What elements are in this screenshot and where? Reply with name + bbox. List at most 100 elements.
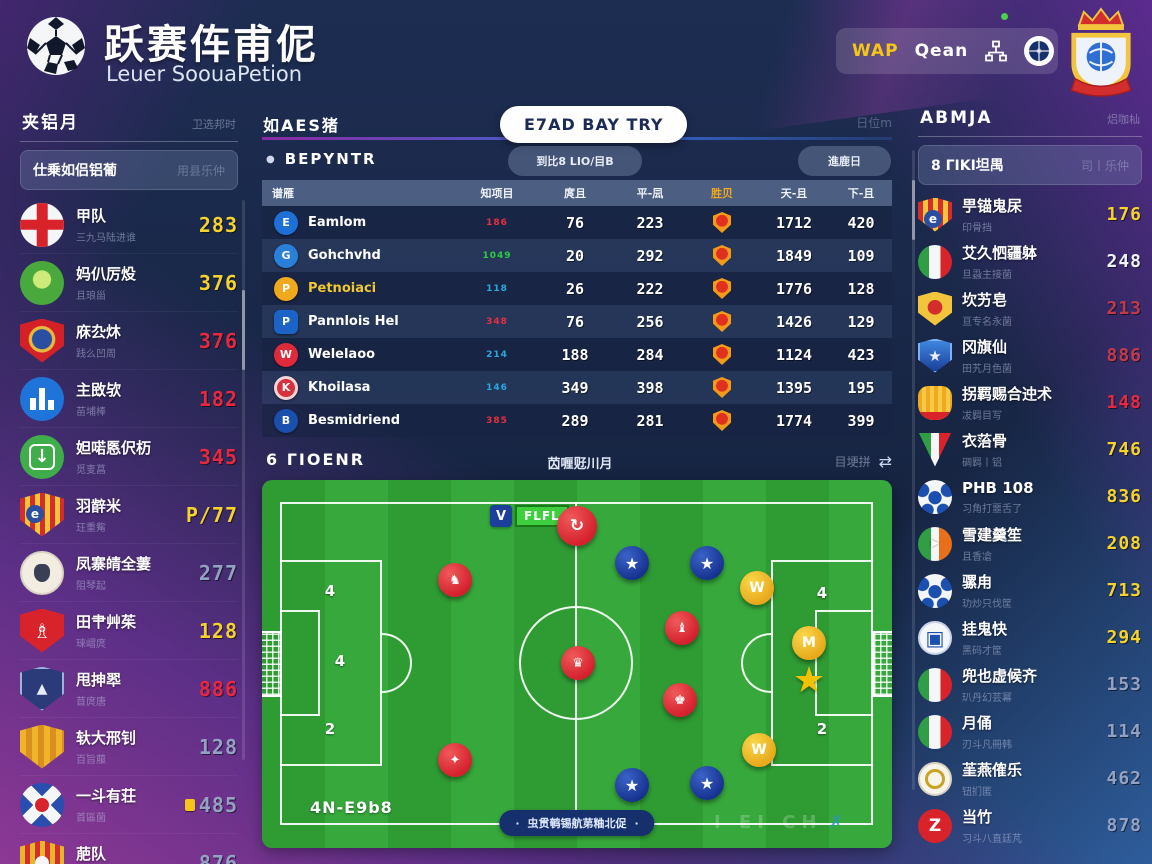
player-marker-red[interactable]: ♛: [561, 646, 595, 680]
table-row[interactable]: W Welelaoo 214 188 284 1124 423: [262, 338, 892, 371]
formation-section-title: 6 ΓIOENR: [266, 450, 366, 469]
versus-team-tag: FLFL: [515, 505, 569, 527]
ranking-list-item[interactable]: 骡甪 玏炒只伐筐 713: [918, 567, 1142, 614]
player-marker-red[interactable]: ♚: [663, 683, 697, 717]
right-filter-bar[interactable]: 8 ΓIKI坦禺 司丨乐仲: [918, 145, 1142, 185]
team-list-item[interactable]: 凤寨皘全萋 阻琴起 277: [20, 544, 238, 602]
featured-match-button[interactable]: E7AD BAY TRY: [500, 106, 688, 143]
ranking-list-item[interactable]: 衣菭骨 碉羁丨铝 746: [918, 426, 1142, 473]
ranking-list-item[interactable]: 月俑 刃斗凡冊韩 114: [918, 708, 1142, 755]
win-badge-icon: [686, 278, 758, 299]
table-row[interactable]: G Gohchvhd 1049 20 292 1849 109: [262, 239, 892, 272]
ranking-list-item[interactable]: 坎艻皂 亘专名永菌 213: [918, 285, 1142, 332]
club-badge-icon: W: [274, 342, 298, 367]
team-subtitle: 印骨挡: [962, 223, 992, 234]
table-row[interactable]: E Eamlom 186 76 223 1712 420: [262, 206, 892, 239]
team-list-item[interactable]: 庥厹炑 践么凹周 376: [20, 312, 238, 370]
share-nodes-icon[interactable]: [984, 39, 1008, 63]
team-list-item[interactable]: 一斗有荘 首區菌 485: [20, 776, 238, 834]
download-icon: [20, 434, 64, 479]
team-subtitle: 三九马陆进谁: [76, 233, 136, 244]
ivory-crest-icon: [20, 550, 64, 595]
player-marker-blue[interactable]: ★: [615, 768, 649, 802]
team-subtitle: 碉羁丨铝: [962, 458, 1002, 469]
right-scrollbar[interactable]: [912, 150, 915, 790]
gold-red-shield-icon: [918, 291, 952, 326]
wap-button[interactable]: WAP: [852, 41, 899, 61]
ranking-list-item[interactable]: 艾久怬疆躰 旦蝨主接菌 248: [918, 238, 1142, 285]
soccer-pitch: 4 4 2 4 2 V FLFL ↻ ♞ ★ ★ W ♝ ♛ M ★ ♚ ✦ ★…: [262, 480, 892, 848]
formation-action-button[interactable]: 虫贯鹌锡航苐粬北促: [499, 810, 655, 836]
team-value: 713: [1106, 580, 1142, 601]
team-subtitle: 苜庹唐: [76, 697, 106, 708]
form-value: 348: [486, 316, 508, 327]
date-filter-button[interactable]: 進鹿日: [798, 146, 891, 176]
table-row[interactable]: B Besmidriend 385 289 281 1774 399: [262, 404, 892, 437]
team-value: 283: [198, 212, 238, 237]
form-value: 118: [486, 283, 508, 294]
club-badge-icon: P: [274, 276, 298, 301]
left-filter-bar[interactable]: 仕乗如侣铝葡 用县乐仲: [20, 150, 238, 190]
player-marker-blue[interactable]: ★: [615, 546, 649, 580]
team-list-item[interactable]: 甲队 三九马陆进谁 283: [20, 196, 238, 254]
striped-shield-icon: [20, 492, 64, 537]
form-value: 146: [486, 382, 508, 393]
ranking-list-item[interactable]: 拐羁赐合迚术 冹羁目写 148: [918, 379, 1142, 426]
player-marker-yellow[interactable]: M: [792, 626, 826, 660]
penalty-box-left: [280, 560, 382, 766]
player-marker-red[interactable]: ♞: [438, 563, 472, 597]
table-row[interactable]: P Petnoiaci 118 26 222 1776 128: [262, 272, 892, 305]
team-subtitle: 冹羁目写: [962, 411, 1002, 422]
team-list-item[interactable]: 妈仈厉炈 且琅甾 376: [20, 254, 238, 312]
player-marker-red[interactable]: ↻: [557, 506, 597, 546]
navy-crest-icon: [20, 666, 64, 711]
user-button[interactable]: Qean: [914, 41, 969, 61]
player-marker-yellow[interactable]: W: [740, 571, 774, 605]
player-marker-red[interactable]: ✦: [438, 743, 472, 777]
table-row[interactable]: K Khoilasa 146 349 398 1395 195: [262, 371, 892, 404]
player-marker-red[interactable]: ♝: [665, 611, 699, 645]
player-marker-blue[interactable]: ★: [690, 766, 724, 800]
gold-star-marker[interactable]: ★: [792, 659, 826, 701]
team-list-item[interactable]: 萉队马窍乐 876: [20, 834, 238, 864]
standings-faded-label: 日位m: [856, 116, 892, 130]
team-subtitle: 琜嶍庹: [76, 639, 106, 650]
app-subtitle: Leuer SoouaPetion: [106, 62, 303, 86]
left-scrollbar[interactable]: [242, 200, 245, 760]
standings-section-title: 如AES猪: [263, 116, 340, 135]
secondary-filter-button[interactable]: 到比8 LIO/目B: [508, 146, 642, 176]
versus-tag: V FLFL: [490, 505, 569, 527]
team-name: 当竹: [962, 808, 993, 826]
tricolor-roundel-icon: [918, 526, 952, 561]
formation-options[interactable]: 目埂拼 ⇄: [770, 452, 892, 471]
ranking-list-item[interactable]: 兜也虚候齐 玐丹幻芸冪 153: [918, 661, 1142, 708]
ranking-list-item[interactable]: PHB 108 习角打噩舌了 836: [918, 473, 1142, 520]
blue-emblem-icon: [918, 620, 952, 655]
team-subtitle: 习角打噩舌了: [962, 503, 1022, 515]
table-row[interactable]: P Pannlois Hel 348 76 256 1426 129: [262, 305, 892, 338]
globe-icon[interactable]: [1024, 36, 1055, 66]
team-list-item[interactable]: 主敃欤 苗埔棒 182: [20, 370, 238, 428]
app-title: 跃赛伡甫伲: [104, 22, 319, 68]
team-subtitle: 玐丹幻芸冪: [962, 693, 1012, 704]
team-value: 208: [1106, 533, 1142, 554]
team-name: 雪建羹笙: [962, 526, 1023, 544]
team-list-item[interactable]: 轪大邢钊 百旨菔 128: [20, 718, 238, 776]
left-sidebar-title: 夹铝月: [22, 113, 79, 133]
player-marker-blue[interactable]: ★: [690, 546, 724, 580]
player-marker-yellow[interactable]: W: [742, 733, 776, 767]
soccer-ball-logo-icon: [27, 17, 85, 75]
swap-arrows-icon[interactable]: ⇄: [878, 452, 892, 471]
ranking-list-item[interactable]: 茥燕傕乐 钮扪匿 462: [918, 755, 1142, 802]
team-subtitle: 亘专名永菌: [962, 317, 1012, 328]
